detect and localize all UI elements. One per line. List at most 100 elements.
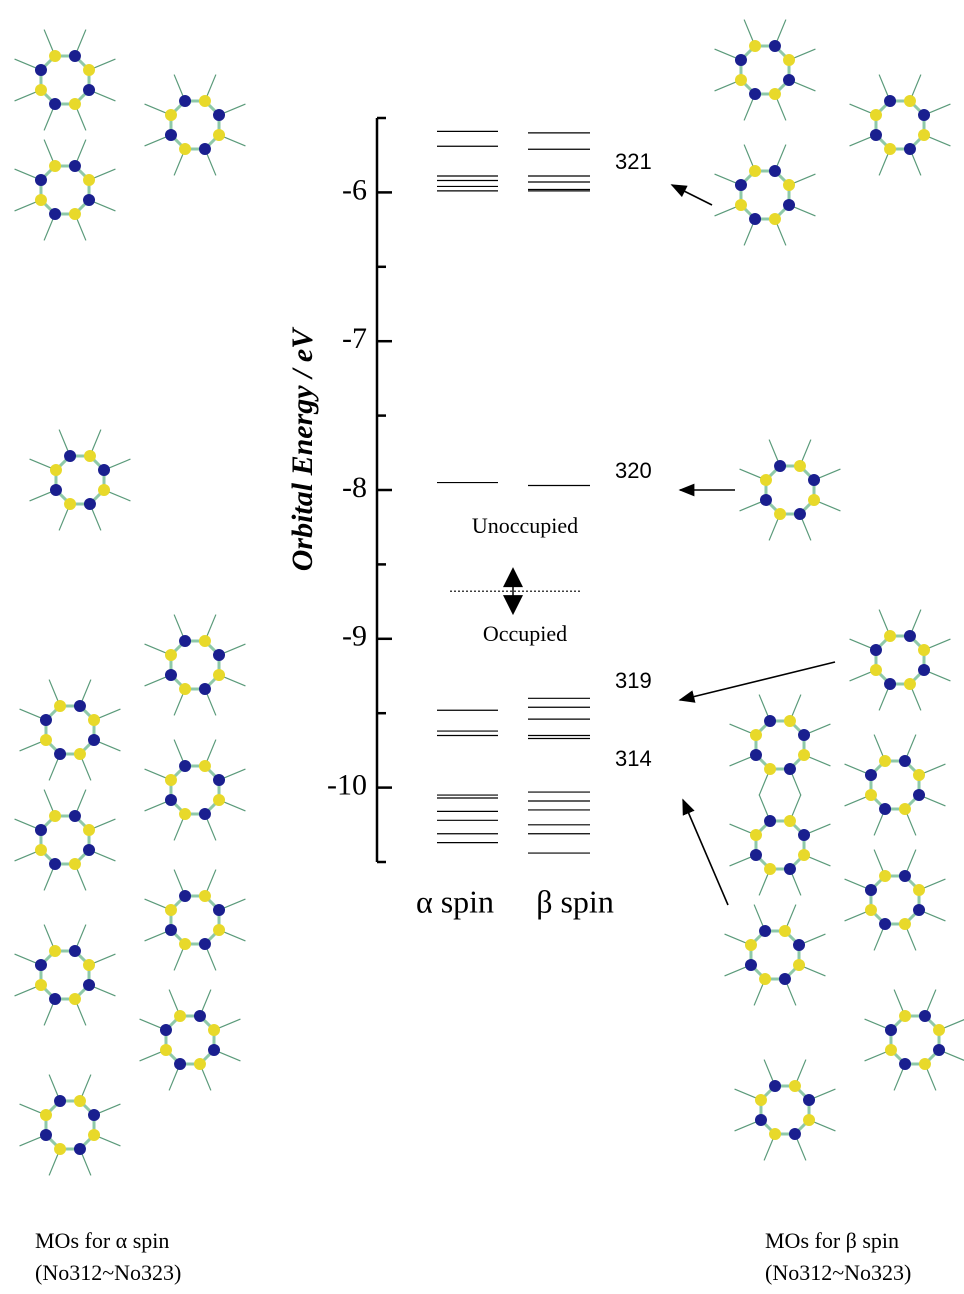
x-category-label: β spin [536, 883, 614, 919]
orbital-lobe [54, 700, 66, 712]
orbital-lobe [879, 803, 891, 815]
annotation: 319 [615, 668, 652, 693]
orbital-lobe [749, 88, 761, 100]
molecule-ring [741, 46, 789, 94]
orbital-lobe [50, 464, 62, 476]
orbital-lobe [774, 460, 786, 472]
orbital-lobe [50, 484, 62, 496]
orbital-lobe [783, 199, 795, 211]
orbital-lobe [49, 50, 61, 62]
orbital-lobe [769, 213, 781, 225]
orbital-lobe [749, 213, 761, 225]
orbital-lobe [213, 129, 225, 141]
orbital-lobe [174, 1010, 186, 1022]
orbital-lobe [88, 1129, 100, 1141]
orbital-lobe [179, 143, 191, 155]
orbital-lobe [933, 1024, 945, 1036]
figure: Orbital Energy / eV α spin β spin Unoccu… [0, 0, 964, 1294]
orbital-lobe [35, 824, 47, 836]
orbital-lobe [784, 715, 796, 727]
orbital-lobe [49, 208, 61, 220]
caption: MOs for α spin [35, 1228, 169, 1253]
molecule-ring [741, 171, 789, 219]
orbital-lobe [165, 904, 177, 916]
orbital-lobe [165, 669, 177, 681]
caption: (No312~No323) [35, 1260, 181, 1285]
orbital-lobe [179, 683, 191, 695]
orbital-lobe [83, 844, 95, 856]
orbital-lobe [899, 870, 911, 882]
orbital-lobe [798, 749, 810, 761]
orbital-lobe [933, 1044, 945, 1056]
occupied-label: Occupied [483, 621, 567, 646]
orbital-lobe [783, 54, 795, 66]
orbital-lobe [769, 165, 781, 177]
molecule-ring [891, 1016, 939, 1064]
molecule-ring [171, 101, 219, 149]
orbital-lobe [884, 95, 896, 107]
arrow [680, 662, 835, 700]
annotation: 320 [615, 458, 652, 483]
orbital-lobe [899, 1058, 911, 1070]
orbital-lobe [199, 890, 211, 902]
orbital-lobe [165, 774, 177, 786]
molecule-ring [56, 456, 104, 504]
orbital-lobe [69, 160, 81, 172]
orbital-lobe [749, 40, 761, 52]
orbital-lobe [49, 858, 61, 870]
orbital-lobe [865, 904, 877, 916]
orbital-lobe [764, 863, 776, 875]
orbital-lobe [735, 179, 747, 191]
orbital-lobe [69, 810, 81, 822]
orbital-lobe [803, 1094, 815, 1106]
orbital-lobe [69, 208, 81, 220]
orbital-lobe [208, 1044, 220, 1056]
orbital-lobe [750, 749, 762, 761]
orbital-lobe [885, 1024, 897, 1036]
orbital-lobe [904, 678, 916, 690]
orbital-lobe [870, 109, 882, 121]
molecule-ring [171, 896, 219, 944]
orbital-lobe [179, 760, 191, 772]
orbital-lobe [213, 904, 225, 916]
orbital-lobe [49, 160, 61, 172]
orbital-lobe [808, 474, 820, 486]
orbital-lobe [165, 794, 177, 806]
orbital-lobe [884, 630, 896, 642]
orbital-lobe [199, 938, 211, 950]
orbital-lobe [88, 734, 100, 746]
orbital-lobe [769, 40, 781, 52]
arrow [683, 800, 728, 905]
orbital-lobe [755, 1114, 767, 1126]
orbital-lobe [918, 109, 930, 121]
orbital-lobe [865, 884, 877, 896]
orbital-lobe [918, 129, 930, 141]
orbital-lobe [179, 938, 191, 950]
orbital-lobe [40, 734, 52, 746]
orbital-lobe [870, 644, 882, 656]
orbital-lobe [885, 1044, 897, 1056]
molecule-ring [871, 761, 919, 809]
molecule-ring [41, 951, 89, 999]
molecule-ring [756, 821, 804, 869]
molecule-ring [166, 1016, 214, 1064]
caption: MOs for β spin [765, 1228, 899, 1253]
orbital-lobe [179, 808, 191, 820]
orbital-lobe [769, 1080, 781, 1092]
orbital-lobe [759, 925, 771, 937]
orbital-lobe [918, 644, 930, 656]
orbital-lobe [35, 84, 47, 96]
orbital-lobe [40, 1129, 52, 1141]
orbital-lobe [735, 74, 747, 86]
orbital-lobe [74, 700, 86, 712]
orbital-lobe [783, 179, 795, 191]
orbital-lobe [69, 98, 81, 110]
arrow [672, 185, 712, 205]
orbital-lobe [40, 1109, 52, 1121]
orbital-lobe [199, 760, 211, 772]
molecule-ring [171, 766, 219, 814]
orbital-lobe [199, 143, 211, 155]
molecule-ring [41, 166, 89, 214]
orbital-lobe [779, 973, 791, 985]
orbital-lobe [803, 1114, 815, 1126]
